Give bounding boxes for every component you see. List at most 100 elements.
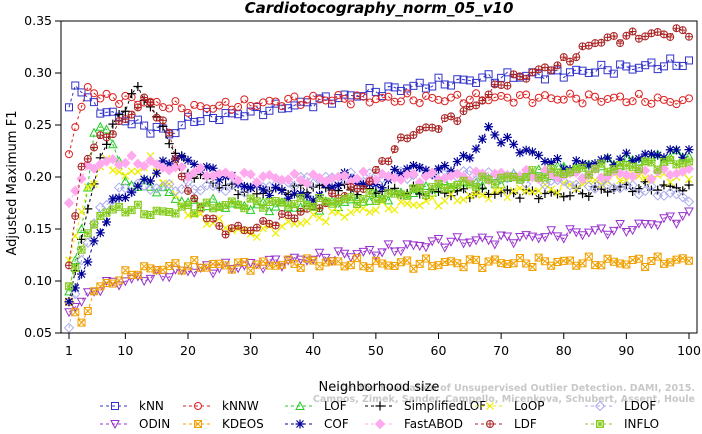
data-point xyxy=(377,183,387,193)
data-point xyxy=(159,179,167,188)
data-point xyxy=(659,153,669,163)
data-point xyxy=(465,180,474,189)
data-point xyxy=(64,308,74,318)
data-point xyxy=(420,171,432,182)
data-point xyxy=(627,226,638,236)
data-point xyxy=(634,89,643,98)
data-point xyxy=(634,164,643,173)
data-point xyxy=(552,154,562,164)
data-point-cross xyxy=(215,222,223,230)
y-tick-label: 0.15 xyxy=(24,221,52,236)
data-point xyxy=(358,247,369,257)
data-point xyxy=(515,175,524,184)
data-point xyxy=(177,151,187,161)
data-point xyxy=(63,197,75,209)
data-point xyxy=(302,201,311,210)
y-axis-label: Adjusted Maximum F1 xyxy=(5,111,20,256)
data-point xyxy=(522,187,531,195)
data-point xyxy=(590,159,600,169)
data-point xyxy=(296,101,305,110)
data-point xyxy=(296,189,306,199)
data-point xyxy=(434,201,443,210)
data-point xyxy=(189,159,199,169)
series-inflo xyxy=(65,155,693,291)
data-point-cross xyxy=(460,107,468,115)
data-point xyxy=(583,181,595,192)
data-point xyxy=(328,199,337,208)
data-point xyxy=(390,164,400,174)
data-point xyxy=(215,214,224,223)
data-point xyxy=(295,400,305,410)
legend-item-ldf: LDF xyxy=(475,417,537,431)
data-point xyxy=(114,193,124,203)
data-point xyxy=(653,185,663,195)
data-point xyxy=(615,219,625,230)
data-point xyxy=(409,184,418,193)
data-point xyxy=(408,168,419,180)
data-point-cross xyxy=(597,39,605,47)
data-point xyxy=(547,94,556,103)
data-point xyxy=(370,174,382,186)
data-point xyxy=(127,167,136,176)
series-fastabod xyxy=(63,150,695,209)
data-point xyxy=(471,144,481,154)
data-point xyxy=(353,91,362,100)
data-point xyxy=(277,198,286,207)
legend-label: kNN xyxy=(139,399,164,413)
data-point xyxy=(234,102,243,111)
data-point-cross xyxy=(259,217,267,225)
data-point xyxy=(572,164,581,173)
data-point xyxy=(282,174,294,185)
legend-item-knnw: kNNW xyxy=(183,399,259,413)
data-point xyxy=(622,161,631,170)
data-point-cross xyxy=(222,230,230,238)
y-tick-label: 0.20 xyxy=(24,169,52,184)
data-point-cross xyxy=(290,214,298,222)
data-point xyxy=(215,203,224,212)
data-point xyxy=(121,91,130,100)
data-point xyxy=(107,154,119,165)
data-point xyxy=(346,261,355,270)
data-point xyxy=(194,420,202,428)
data-point xyxy=(634,254,643,263)
data-point xyxy=(264,169,275,181)
data-point xyxy=(503,193,512,202)
data-point xyxy=(616,60,625,69)
data-point-cross xyxy=(284,211,292,219)
data-point xyxy=(389,247,400,257)
data-point xyxy=(440,97,449,106)
data-point xyxy=(603,153,613,163)
data-point xyxy=(190,117,199,126)
data-point xyxy=(639,185,651,197)
data-point xyxy=(508,239,519,249)
x-tick-label: 30 xyxy=(243,343,259,358)
data-point xyxy=(202,107,211,116)
data-point xyxy=(616,92,625,101)
x-tick-label: 90 xyxy=(618,343,634,358)
data-point xyxy=(108,119,118,129)
data-point xyxy=(678,152,688,162)
data-point xyxy=(96,94,105,103)
data-point xyxy=(321,217,330,226)
data-point xyxy=(421,191,430,200)
data-point xyxy=(621,152,632,162)
data-point-cross xyxy=(503,82,511,90)
data-point xyxy=(277,102,286,111)
data-point xyxy=(77,269,87,279)
data-point xyxy=(283,193,293,203)
data-point xyxy=(677,191,688,203)
legend-item-fastabod: FastABOD xyxy=(365,417,463,431)
data-point xyxy=(428,183,437,192)
data-point xyxy=(138,160,150,172)
data-point xyxy=(271,197,280,206)
data-point xyxy=(665,187,676,199)
data-point xyxy=(133,82,143,92)
data-point xyxy=(290,200,299,209)
data-point xyxy=(553,95,562,104)
data-point xyxy=(684,180,694,190)
legend-item-knn: kNN xyxy=(100,399,164,413)
data-point xyxy=(677,212,688,222)
data-point xyxy=(628,97,637,106)
data-point xyxy=(315,95,324,104)
data-point xyxy=(559,192,569,202)
